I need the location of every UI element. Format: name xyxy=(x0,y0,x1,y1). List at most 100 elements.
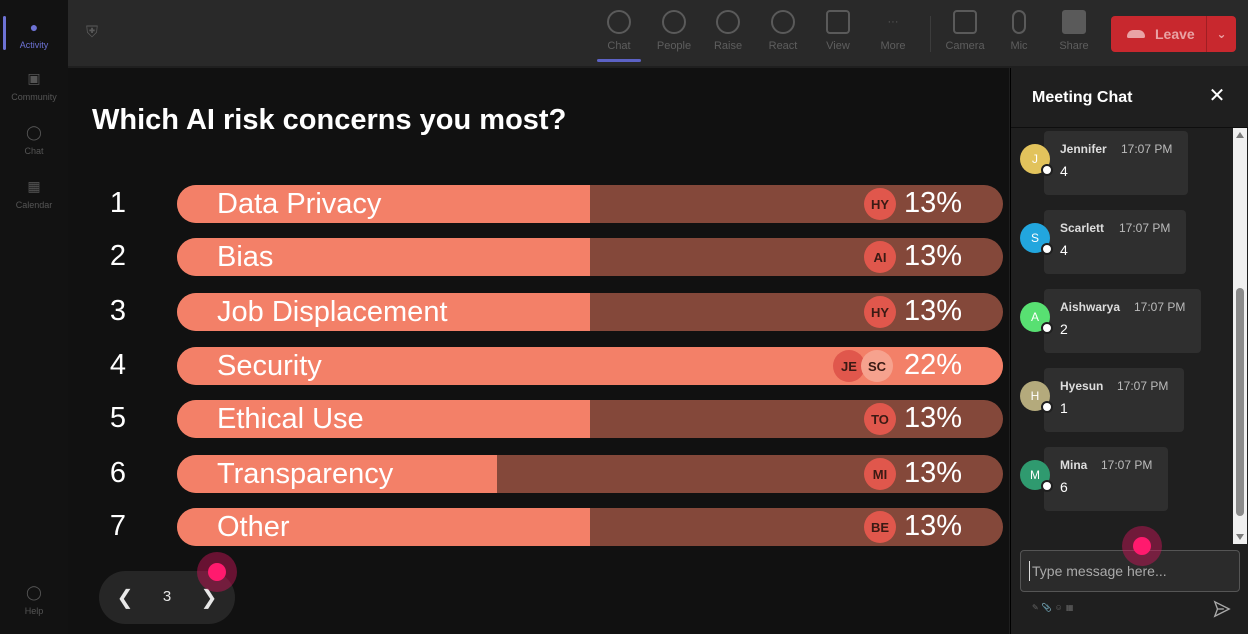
option-percentage: 13% xyxy=(903,295,962,327)
avatar-initial: M xyxy=(1030,468,1040,482)
page-number: 3 xyxy=(162,588,172,605)
result-bar: AI xyxy=(177,238,1003,276)
chat-message: Jennifer 17:07 PM 4 J xyxy=(1020,131,1196,195)
option-number: 4 xyxy=(109,349,127,381)
rail-item-community[interactable]: ▣ Community xyxy=(0,62,68,108)
voter-avatar: SC xyxy=(861,350,893,382)
sender-name: Aishwarya xyxy=(1060,300,1121,314)
scroll-up-icon[interactable] xyxy=(1236,132,1244,138)
poll-question: Which AI risk concerns you most? xyxy=(92,104,567,136)
chat-message: Aishwarya 17:07 PM 2 A xyxy=(1020,289,1201,353)
avatar-initial: H xyxy=(1030,389,1040,403)
result-bar: BE xyxy=(177,508,1003,546)
rail-item-label: Community xyxy=(11,91,57,102)
result-bar-fill xyxy=(177,508,590,546)
format-tools-icon[interactable]: ✎📎☺▦ xyxy=(1032,603,1077,612)
help-icon: ◯ xyxy=(26,584,42,600)
rail-item-label: Chat xyxy=(24,145,44,156)
option-number: 7 xyxy=(109,510,127,542)
click-indicator xyxy=(1122,526,1162,566)
toolbar-react-button[interactable]: React xyxy=(759,10,807,58)
toolbar-people-button[interactable]: People xyxy=(650,10,698,58)
rail-item-calendar[interactable]: ▦ Calendar xyxy=(0,170,68,216)
chevron-right-icon[interactable]: ❯ xyxy=(200,586,218,609)
chat-compose-box xyxy=(1020,550,1240,592)
poll-option-row: 5 TO Ethical Use 13% xyxy=(68,400,1009,438)
scroll-down-icon[interactable] xyxy=(1236,534,1244,540)
message-body: 2 xyxy=(1060,321,1068,337)
chat-title: Meeting Chat xyxy=(1032,89,1133,106)
pager: ❮ 3 ❯ xyxy=(99,571,235,624)
rail-item-chat[interactable]: ◯ Chat xyxy=(0,116,68,162)
toolbar-mic-button[interactable]: Mic xyxy=(995,10,1043,58)
scroll-thumb[interactable] xyxy=(1236,288,1244,516)
bell-icon: ● xyxy=(29,18,39,35)
toolbar-raise-button[interactable]: Raise xyxy=(704,10,752,58)
message-bubble: Hyesun 17:07 PM 1 xyxy=(1044,368,1184,432)
leave-options-dropdown[interactable]: ⌄ xyxy=(1206,16,1236,52)
option-number: 6 xyxy=(109,457,127,489)
voter-avatar: AI xyxy=(864,241,896,273)
presence-dot xyxy=(1041,480,1053,492)
camera-off-icon xyxy=(953,10,977,34)
toolbar-label: Raise xyxy=(713,40,743,52)
chat-scrollbar[interactable] xyxy=(1233,128,1247,544)
toolbar-share-button[interactable]: Share xyxy=(1050,10,1098,58)
toolbar-label: More xyxy=(880,40,906,52)
message-body: 1 xyxy=(1060,400,1068,416)
poll-option-row: 1 HY Data Privacy 13% xyxy=(68,185,1009,223)
presence-dot xyxy=(1041,322,1053,334)
chat-message-input[interactable] xyxy=(1029,561,1229,581)
voter-avatar: TO xyxy=(864,403,896,435)
option-label: Ethical Use xyxy=(217,403,364,435)
option-number: 2 xyxy=(109,240,127,272)
rail-item-label: Calendar xyxy=(15,199,53,210)
message-bubble: Aishwarya 17:07 PM 2 xyxy=(1044,289,1201,353)
toolbar-chat-button[interactable]: Chat xyxy=(595,10,643,62)
people-icon xyxy=(662,10,686,34)
sender-name: Mina xyxy=(1060,458,1088,472)
leave-button[interactable]: Leave ⌄ xyxy=(1111,16,1236,52)
toolbar-camera-button[interactable]: Camera xyxy=(941,10,989,58)
poll-option-row: 3 HY Job Displacement 13% xyxy=(68,293,1009,331)
toolbar-label: View xyxy=(826,40,850,52)
option-percentage: 13% xyxy=(903,240,962,272)
rail-item-help[interactable]: ◯ Help xyxy=(0,576,68,622)
toolbar-more-button[interactable]: ··· More xyxy=(869,10,917,58)
send-icon[interactable] xyxy=(1213,600,1231,618)
message-bubble: Mina 17:07 PM 6 xyxy=(1044,447,1168,511)
message-body: 4 xyxy=(1060,242,1068,258)
close-icon[interactable]: ✕ xyxy=(1208,85,1226,107)
hand-icon xyxy=(716,10,740,34)
rail-item-activity[interactable]: ● Activity xyxy=(0,10,68,56)
result-bar-fill xyxy=(177,185,590,223)
avatar: H xyxy=(1020,381,1053,413)
smiley-icon xyxy=(771,10,795,34)
option-percentage: 13% xyxy=(903,187,962,219)
presence-dot xyxy=(1041,401,1053,413)
voter-avatar: MI xyxy=(864,458,896,490)
poll-option-row: 6 MI Transparency 13% xyxy=(68,455,1009,493)
message-bubble: Scarlett 17:07 PM 4 xyxy=(1044,210,1186,274)
chat-header: Meeting Chat ✕ xyxy=(1011,68,1248,128)
community-icon: ▣ xyxy=(27,70,41,86)
option-label: Job Displacement xyxy=(217,296,448,328)
option-percentage: 13% xyxy=(903,510,962,542)
message-body: 4 xyxy=(1060,163,1068,179)
mic-icon xyxy=(1012,10,1026,34)
avatar-initial: J xyxy=(1032,152,1038,166)
poll-stage: Which AI risk concerns you most? 1 HY Data… xyxy=(68,68,1009,634)
presence-dot xyxy=(1041,243,1053,255)
chevron-left-icon[interactable]: ❮ xyxy=(116,586,134,609)
avatar-initial: S xyxy=(1030,231,1039,245)
result-bar: MI xyxy=(177,455,1003,493)
avatar: M xyxy=(1020,460,1053,492)
toolbar-label: React xyxy=(768,40,798,52)
poll-option-row: 7 BE Other 13% xyxy=(68,508,1009,546)
option-label: Transparency xyxy=(217,458,394,490)
message-time: 17:07 PM xyxy=(1119,221,1171,235)
message-time: 17:07 PM xyxy=(1134,300,1186,314)
toolbar-view-button[interactable]: View xyxy=(814,10,862,58)
shield-icon: ⛨ xyxy=(86,24,99,41)
